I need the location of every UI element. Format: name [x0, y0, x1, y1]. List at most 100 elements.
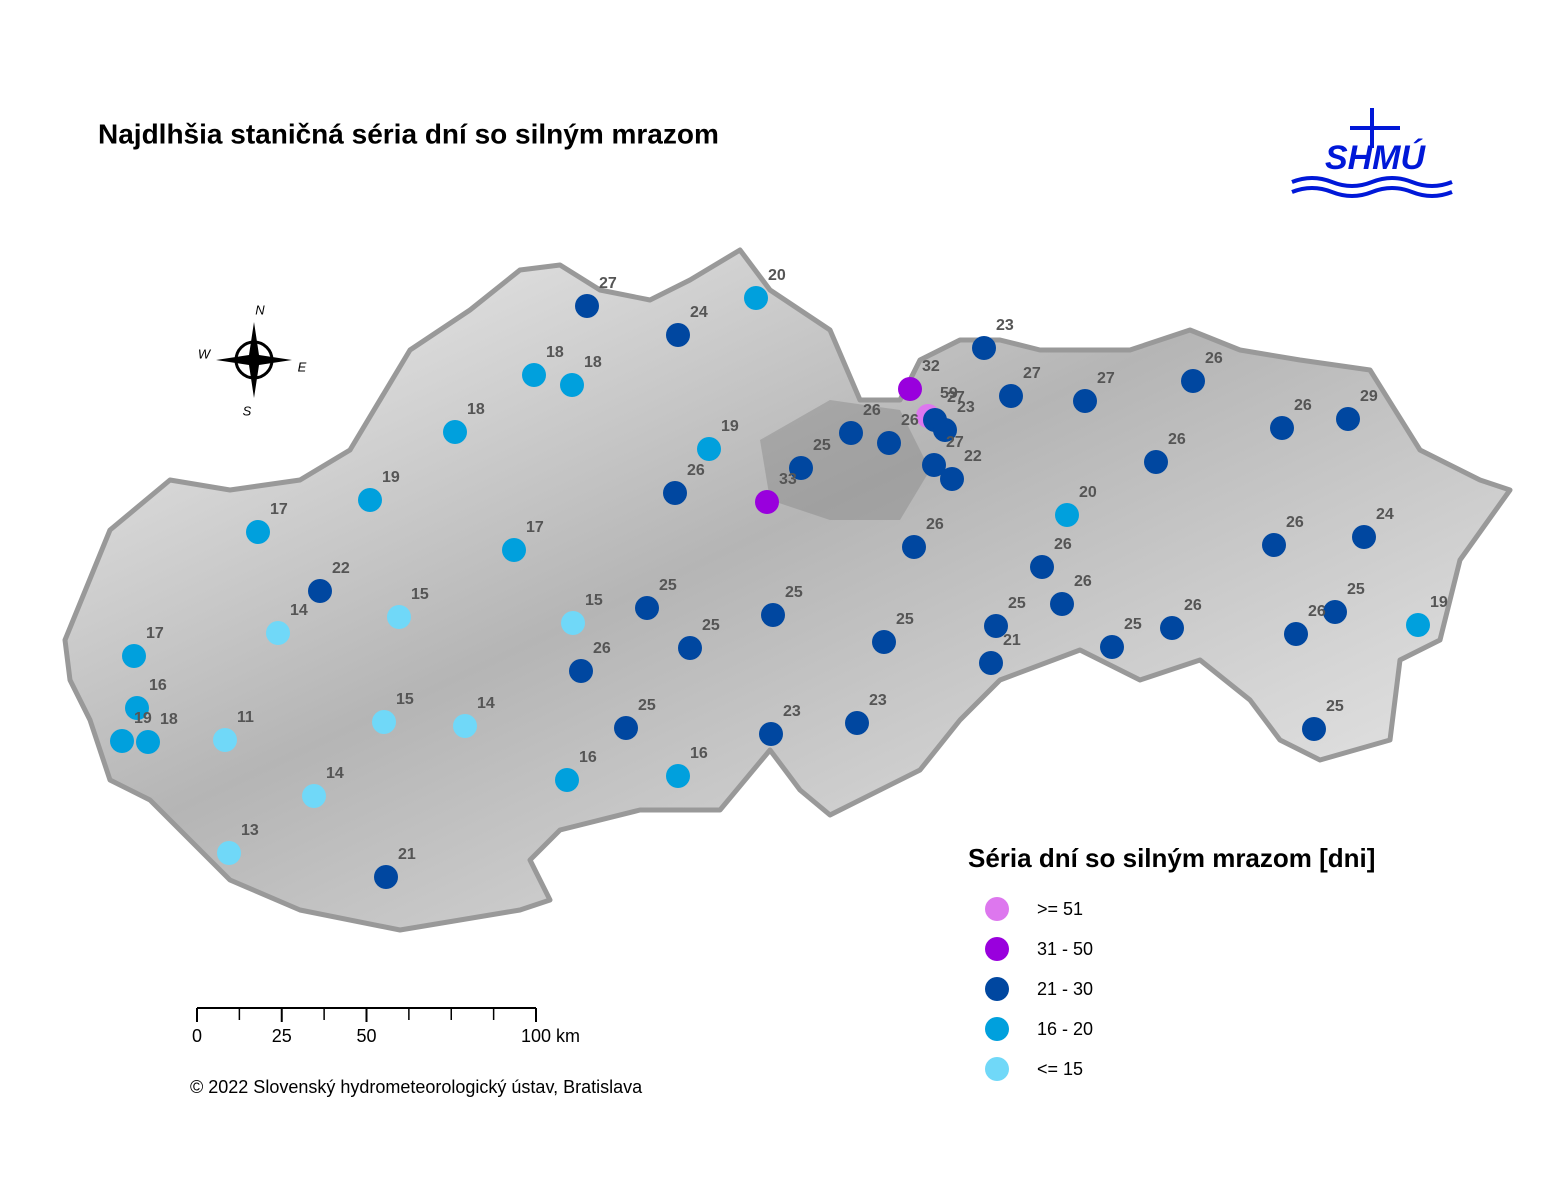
- station: [246, 520, 270, 544]
- station: [561, 611, 585, 635]
- station-label: 23: [957, 399, 975, 416]
- station-label: 19: [721, 418, 739, 435]
- mountain-shade: [760, 400, 930, 520]
- station-label: 25: [896, 611, 914, 628]
- station-label: 18: [160, 711, 178, 728]
- station-label: 19: [382, 469, 400, 486]
- station: [1160, 616, 1184, 640]
- station: [110, 729, 134, 753]
- station: [443, 420, 467, 444]
- station-label: 27: [1023, 365, 1041, 382]
- legend-swatch: [985, 897, 1009, 921]
- logo: SHMÚ: [1291, 108, 1453, 198]
- station-label: 22: [332, 560, 350, 577]
- station: [560, 373, 584, 397]
- station-label: 25: [1326, 698, 1344, 715]
- station: [984, 614, 1008, 638]
- compass-s: S: [243, 403, 252, 418]
- station-label: 25: [1347, 581, 1365, 598]
- station: [1030, 555, 1054, 579]
- station-label: 19: [134, 710, 152, 727]
- station-label: 25: [813, 437, 831, 454]
- scale-label: 50: [356, 1026, 376, 1046]
- legend-swatch: [985, 937, 1009, 961]
- station-label: 16: [149, 677, 167, 694]
- station-label: 26: [687, 462, 705, 479]
- station-label: 17: [146, 625, 164, 642]
- station: [761, 603, 785, 627]
- station: [1302, 717, 1326, 741]
- station-label: 17: [526, 519, 544, 536]
- station: [569, 659, 593, 683]
- station-label: 13: [241, 822, 259, 839]
- station-label: 23: [783, 703, 801, 720]
- station: [575, 294, 599, 318]
- station-label: 26: [1184, 597, 1202, 614]
- station-label: 26: [1168, 431, 1186, 448]
- station: [555, 768, 579, 792]
- station-label: 59: [940, 385, 958, 402]
- station: [1323, 600, 1347, 624]
- station-label: 20: [1079, 484, 1097, 501]
- station-label: 19: [1430, 594, 1448, 611]
- station-label: 18: [546, 344, 564, 361]
- map-title: Najdlhšia staničná séria dní so silným m…: [98, 118, 719, 149]
- station: [663, 481, 687, 505]
- station: [666, 323, 690, 347]
- station: [759, 722, 783, 746]
- station: [755, 490, 779, 514]
- station-label: 26: [1074, 573, 1092, 590]
- station-label: 14: [290, 602, 308, 619]
- logo-text: SHMÚ: [1325, 139, 1427, 177]
- station-label: 24: [690, 304, 708, 321]
- station: [940, 467, 964, 491]
- station-label: 26: [1286, 514, 1304, 531]
- legend-label: 16 - 20: [1037, 1019, 1093, 1039]
- legend-swatch: [985, 1017, 1009, 1041]
- station-label: 25: [659, 577, 677, 594]
- station: [1181, 369, 1205, 393]
- station-label: 14: [477, 695, 495, 712]
- stations: 2724201818181919172633252626325927232722…: [110, 267, 1448, 889]
- legend-label: >= 51: [1037, 899, 1083, 919]
- station: [522, 363, 546, 387]
- legend-title: Séria dní so silným mrazom [dni]: [968, 843, 1375, 873]
- station: [387, 605, 411, 629]
- station: [666, 764, 690, 788]
- station: [217, 841, 241, 865]
- scale-label: 25: [272, 1026, 292, 1046]
- station: [1406, 613, 1430, 637]
- legend: >= 51 31 - 50 21 - 30 16 - 20 <= 15: [985, 897, 1093, 1081]
- station-label: 26: [1054, 536, 1072, 553]
- station: [789, 456, 813, 480]
- station: [839, 421, 863, 445]
- scale-bar: 0 25 50 100 km: [192, 1007, 580, 1046]
- station-label: 23: [996, 317, 1014, 334]
- station-label: 33: [779, 471, 797, 488]
- station-label: 26: [593, 640, 611, 657]
- legend-swatch: [985, 1057, 1009, 1081]
- station-label: 17: [270, 501, 288, 518]
- station: [502, 538, 526, 562]
- station: [614, 716, 638, 740]
- station: [845, 711, 869, 735]
- station: [1336, 407, 1360, 431]
- station: [125, 696, 149, 720]
- legend-swatch: [985, 977, 1009, 1001]
- station: [1100, 635, 1124, 659]
- station: [1352, 525, 1376, 549]
- station: [902, 535, 926, 559]
- station-label: 26: [1308, 603, 1326, 620]
- station: [372, 710, 396, 734]
- station-label: 18: [584, 354, 602, 371]
- station-label: 26: [863, 402, 881, 419]
- station: [302, 784, 326, 808]
- station: [1284, 622, 1308, 646]
- station: [872, 630, 896, 654]
- station-label: 23: [869, 692, 887, 709]
- legend-label: <= 15: [1037, 1059, 1083, 1079]
- station-label: 21: [1003, 632, 1021, 649]
- compass-e: E: [298, 359, 307, 374]
- station-label: 15: [396, 691, 414, 708]
